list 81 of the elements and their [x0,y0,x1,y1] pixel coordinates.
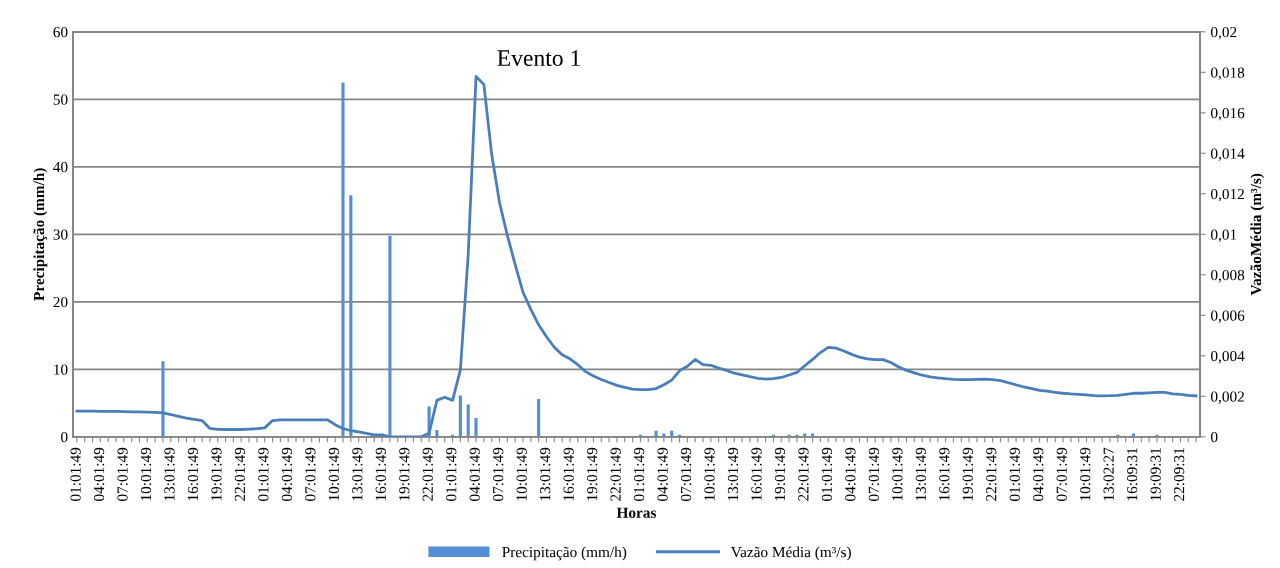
x-tick-label: 16:01:49 [375,447,386,501]
x-tick-label: 04:01:49 [657,447,668,501]
y2-tick-label: 0,014 [1211,148,1245,161]
x-tick-label: 19:01:49 [962,447,973,501]
x-tick-label: 16:01:49 [563,447,574,501]
x-tick-label: 07:01:49 [680,447,692,501]
bar [466,404,470,437]
x-tick-label: 04:01:49 [1033,447,1044,501]
bar [388,235,392,437]
legend-label: Precipitação (mm/h) [502,546,627,561]
x-tick-label: 22:01:49 [422,447,433,501]
y-tick-label: 60 [53,26,68,38]
x-tick-label: 01:01:49 [1009,447,1020,501]
y-tick-label: 50 [53,94,68,105]
x-tick-label: 16:01:49 [939,447,950,501]
x-tick-label: 19:01:49 [586,447,598,501]
y2-tick-label: 0 [1211,431,1218,443]
bar [537,398,541,437]
y-tick-label: 30 [53,229,68,240]
x-tick-label: 22:09:31 [1173,448,1185,501]
annotation: Evento 1 [497,50,580,67]
x-tick-label: 04:01:49 [845,447,856,501]
x-tick-label: 19:01:49 [399,447,410,501]
x-tick-label: 22:01:49 [986,447,997,501]
x-tick-label: 22:01:49 [798,447,809,501]
x-tick-label: 01:01:49 [633,447,645,501]
x-tick-label: 10:01:49 [892,447,903,501]
x-tick-label: 01:01:49 [70,447,81,501]
x-tick-label: 10:01:49 [1080,447,1091,501]
y2-tick-label: 0,004 [1211,350,1245,364]
x-tick-label: 07:01:49 [1056,447,1067,501]
y2-tick-label: 0,008 [1211,269,1245,283]
y2-tick-label: 0,01 [1211,229,1237,242]
x-axis-title: Horas [616,507,657,518]
x-tick-label: 01:01:49 [821,447,833,501]
y-tick-label: 20 [53,296,68,308]
y2-tick-label: 0,012 [1211,188,1244,202]
x-tick-label: 13:02:27 [1103,447,1114,501]
y-tick-label: 10 [54,364,68,375]
x-tick-label: 22:01:49 [610,447,621,501]
x-tick-label: 19:01:49 [774,447,786,501]
x-tick-label: 13:01:49 [915,447,927,501]
x-tick-label: 19:01:49 [211,447,222,501]
x-tick-label: 16:09:31 [1126,448,1138,501]
x-tick-label: 07:01:49 [493,447,504,501]
x-tick-label: 19:09:31 [1150,448,1161,501]
x-tick-label: 16:01:49 [751,447,762,501]
x-tick-label: 10:01:49 [516,447,527,501]
y2-tick-label: 0,002 [1211,391,1244,404]
x-tick-label: 10:01:49 [328,447,340,501]
x-tick-label: 10:01:49 [704,447,715,501]
y2-tick-label: 0,006 [1211,310,1245,323]
x-tick-label: 01:01:49 [446,447,457,501]
legend-label: Vazão Média (m³/s) [730,546,851,561]
y2-axis-title: VazãoMédia (m³/s) [1250,173,1265,296]
x-tick-label: 07:01:49 [868,447,880,501]
y2-tick-label: 0,016 [1211,107,1245,121]
x-tick-label: 13:01:49 [352,447,363,501]
x-tick-label: 22:01:49 [234,447,246,501]
y2-tick-label: 0,02 [1211,26,1237,40]
bar [458,395,462,437]
bar [341,82,345,437]
bar [349,195,353,437]
y-tick-label: 0 [61,431,68,443]
x-tick-label: 04:01:49 [93,447,105,501]
x-tick-label: 07:01:49 [305,447,316,501]
x-tick-label: 07:01:49 [117,447,128,501]
x-tick-label: 13:01:49 [164,447,175,501]
x-tick-label: 16:01:49 [187,447,199,501]
y-axis-title: Precipitação (mm/h) [33,168,48,301]
x-tick-label: 13:01:49 [539,447,551,501]
x-tick-label: 10:01:49 [140,447,152,501]
y-tick-label: 40 [53,161,68,173]
bar [474,417,478,437]
x-tick-label: 01:01:49 [258,447,269,501]
x-tick-label: 04:01:49 [469,447,480,501]
y2-tick-label: 0,018 [1211,67,1245,80]
x-tick-label: 13:01:49 [727,447,739,501]
bar [161,361,165,437]
x-tick-label: 04:01:49 [281,447,293,501]
bar [654,430,658,437]
